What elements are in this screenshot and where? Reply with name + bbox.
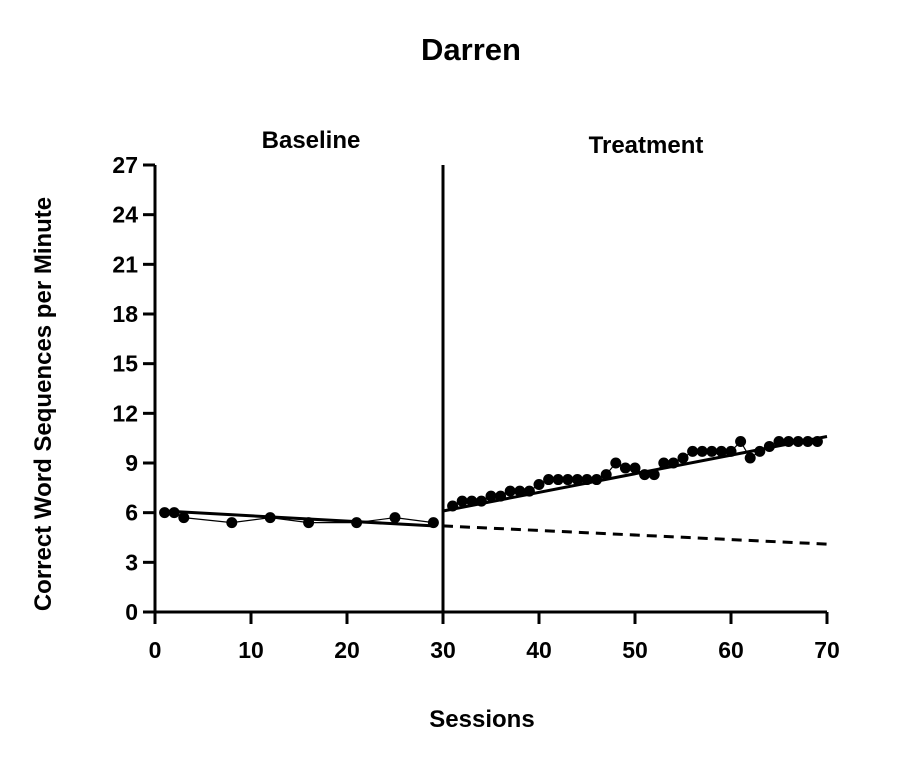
x-axis-title: Sessions (429, 706, 534, 733)
x-tick-label: 20 (334, 637, 360, 663)
y-tick-label: 27 (112, 152, 138, 178)
phase-label-baseline: Baseline (262, 127, 361, 154)
data-point (687, 445, 699, 457)
data-point (735, 435, 747, 447)
data-point (600, 469, 612, 481)
data-point (495, 490, 507, 502)
x-tick-label: 60 (718, 637, 744, 663)
data-point (159, 507, 171, 519)
data-point (447, 500, 459, 512)
data-point (456, 495, 468, 507)
data-point (581, 474, 593, 486)
y-tick-label: 12 (112, 400, 138, 426)
x-tick-label: 50 (622, 637, 648, 663)
data-point (792, 435, 804, 447)
data-point (514, 485, 526, 497)
data-point (715, 445, 727, 457)
y-axis-title: Correct Word Sequences per Minute (30, 197, 57, 611)
x-tick-label: 10 (238, 637, 264, 663)
data-point (744, 452, 756, 464)
data-point (811, 435, 823, 447)
data-point (466, 495, 478, 507)
data-point (783, 435, 795, 447)
y-tick-label: 0 (125, 599, 138, 625)
data-point (571, 474, 583, 486)
data-point (485, 490, 497, 502)
data-point (725, 445, 737, 457)
baseline-projection-line (442, 524, 828, 546)
data-point (591, 474, 603, 486)
y-tick-label: 18 (112, 301, 138, 327)
data-point (562, 474, 574, 486)
phase-label-treatment: Treatment (589, 132, 704, 159)
data-point (658, 457, 670, 469)
data-point (264, 512, 276, 524)
data-point (754, 445, 766, 457)
data-point (168, 507, 180, 519)
chart-title: Darren (421, 32, 521, 67)
data-point (351, 517, 363, 529)
data-point (178, 512, 190, 524)
trend-line (164, 509, 434, 528)
data-point (543, 474, 555, 486)
data-point (303, 517, 315, 529)
data-point (706, 445, 718, 457)
data-point (226, 517, 238, 529)
y-tick-label: 15 (112, 351, 138, 377)
data-point (667, 457, 679, 469)
y-tick-label: 9 (125, 450, 138, 476)
y-tick-label: 24 (112, 202, 138, 228)
x-tick-label: 30 (430, 637, 456, 663)
data-point (802, 435, 814, 447)
data-point (533, 479, 545, 491)
y-tick-label: 6 (125, 500, 138, 526)
data-point (610, 457, 622, 469)
data-point (619, 462, 631, 474)
data-point (677, 452, 689, 464)
data-point (552, 474, 564, 486)
data-point (763, 440, 775, 452)
y-tick-label: 3 (125, 549, 138, 575)
data-point (389, 512, 401, 524)
data-point (523, 485, 535, 497)
x-tick-label: 0 (149, 637, 162, 663)
x-tick-label: 70 (814, 637, 840, 663)
x-tick-label: 40 (526, 637, 552, 663)
data-point (475, 495, 487, 507)
data-point (773, 435, 785, 447)
data-point (639, 469, 651, 481)
data-points (159, 435, 823, 529)
data-point (629, 462, 641, 474)
y-tick-label: 21 (112, 251, 138, 277)
data-point (504, 485, 516, 497)
data-point (648, 469, 660, 481)
data-point (427, 517, 439, 529)
axes: 0 3 6 9 12 15 18 21 24 27 0 10 20 30 40 50 60 70 (112, 152, 839, 663)
data-point (696, 445, 708, 457)
